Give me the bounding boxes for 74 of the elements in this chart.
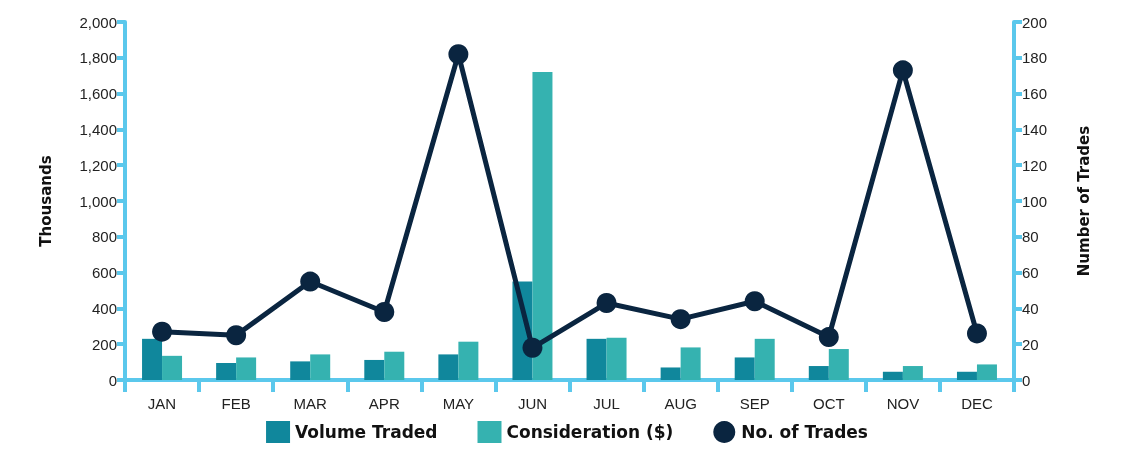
bar <box>384 351 405 380</box>
bar <box>290 361 311 380</box>
point <box>152 321 173 342</box>
bar <box>680 347 701 380</box>
y2-tick-label: 180 <box>1022 49 1048 67</box>
point <box>966 323 987 344</box>
x-tick-label: FEB <box>221 395 251 412</box>
bar <box>216 363 237 380</box>
y-tick-label: 600 <box>91 264 117 282</box>
point <box>670 309 691 330</box>
x-tick-label: MAR <box>293 395 328 412</box>
bar <box>902 366 923 380</box>
bar <box>754 338 775 380</box>
bar <box>882 371 903 380</box>
bar <box>142 338 163 380</box>
y2-tick-label: 60 <box>1022 264 1039 282</box>
bar <box>808 366 829 380</box>
point <box>818 327 839 348</box>
y2-tick-label: 160 <box>1022 85 1048 103</box>
x-tick-label: JUN <box>517 395 548 412</box>
bar <box>606 337 627 380</box>
y-axis-title: Thousands <box>36 155 55 247</box>
bar <box>828 349 849 380</box>
y2-tick-label: 80 <box>1022 228 1039 246</box>
bar <box>438 354 459 380</box>
y2-tick-label: 20 <box>1022 335 1039 353</box>
y-tick-label: 0 <box>108 371 117 389</box>
legend-label: No. of Trades <box>741 422 868 442</box>
bar <box>458 341 479 380</box>
point <box>226 325 247 346</box>
x-tick-label: NOV <box>886 395 920 412</box>
y2-tick-label: 120 <box>1022 156 1048 174</box>
y2-tick-label: 200 <box>1022 13 1048 31</box>
point <box>522 337 543 358</box>
bar <box>310 354 331 380</box>
x-tick-label: DEC <box>961 395 993 412</box>
y2-tick-label: 0 <box>1022 371 1031 389</box>
y-tick-label: 1,600 <box>79 85 117 103</box>
y-tick-label: 400 <box>91 299 117 317</box>
bar <box>162 355 183 380</box>
legend-label: Consideration ($) <box>506 422 674 442</box>
x-tick-label: OCT <box>812 395 845 412</box>
bar <box>532 72 553 380</box>
y-tick-label: 2,000 <box>79 13 117 31</box>
y2-axis-title: Number of Trades <box>1074 125 1093 277</box>
point <box>448 44 469 65</box>
bar <box>586 338 607 380</box>
bar <box>660 367 681 380</box>
bar <box>236 357 257 380</box>
y-tick-label: 800 <box>91 228 117 246</box>
bar <box>734 357 755 380</box>
x-tick-label: APR <box>368 395 400 412</box>
y-tick-label: 1,800 <box>79 49 117 67</box>
point <box>300 271 321 292</box>
x-tick-label: SEP <box>739 395 770 412</box>
x-tick-label: JUL <box>593 395 620 412</box>
bar <box>364 359 385 380</box>
bar <box>976 364 997 380</box>
y2-tick-label: 40 <box>1022 299 1039 317</box>
y-tick-label: 1,400 <box>79 120 117 138</box>
point <box>744 291 765 312</box>
x-tick-label: JAN <box>147 395 177 412</box>
x-tick-label: AUG <box>664 395 697 412</box>
y2-tick-label: 140 <box>1022 120 1048 138</box>
y2-tick-label: 100 <box>1022 192 1048 210</box>
y-tick-label: 1,200 <box>79 156 117 174</box>
point <box>374 301 395 322</box>
point <box>892 60 913 81</box>
y-tick-label: 1,000 <box>79 192 117 210</box>
legend-label: Volume Traded <box>295 422 438 442</box>
x-tick-label: MAY <box>442 395 475 412</box>
bar <box>956 371 977 380</box>
y-tick-label: 200 <box>91 335 117 353</box>
point <box>596 293 617 314</box>
